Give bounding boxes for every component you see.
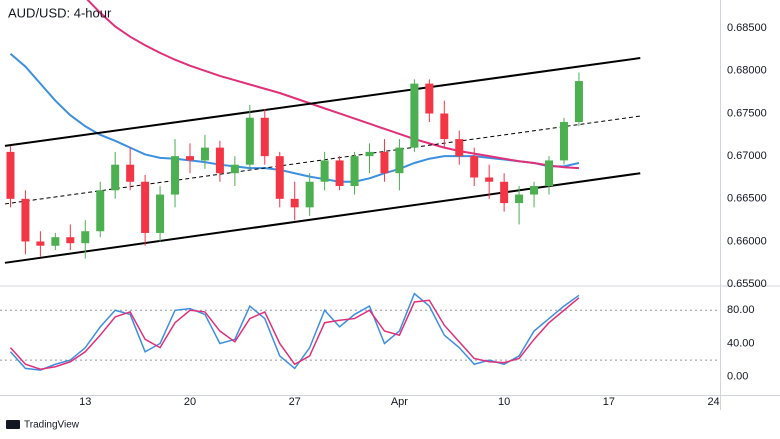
candle-body: [111, 164, 120, 191]
candle-body: [515, 194, 524, 204]
candle-body: [470, 156, 479, 178]
candle-body: [275, 156, 284, 199]
trendline: [4, 57, 641, 147]
candle-body: [215, 147, 224, 174]
candle-body: [126, 164, 135, 182]
candle-body: [305, 181, 314, 208]
candle-body: [559, 122, 568, 161]
candle-body: [574, 81, 583, 123]
candle-body: [530, 186, 539, 195]
axes: 0.68500 0.68000 0.67500 0.67000 0.66500 0.660…: [79, 22, 767, 408]
y-tick-label: 0.68000: [727, 65, 767, 77]
x-tick-label: Apr: [391, 396, 408, 408]
brand: TradingView: [24, 420, 80, 431]
candle-body: [350, 156, 359, 187]
candle-body: [81, 231, 90, 244]
x-tick-label: 17: [603, 396, 615, 408]
candle-body: [335, 160, 344, 187]
candle-body: [290, 198, 299, 208]
candle-body: [185, 156, 194, 161]
candle-body: [425, 83, 434, 114]
x-tick-label: 13: [79, 396, 91, 408]
price-panel: [4, 0, 641, 264]
x-tick-label: 24: [707, 396, 719, 408]
candle-body: [455, 139, 464, 157]
x-tick-label: 27: [289, 396, 301, 408]
y-tick-label: 40.00: [727, 337, 755, 349]
y-tick-label: 0.68500: [727, 22, 767, 34]
x-tick-label: 10: [498, 396, 510, 408]
chart-title: AUD/USD: 4-hour: [8, 5, 112, 20]
x-tick-label: 20: [184, 396, 196, 408]
candle-body: [66, 237, 75, 244]
y-tick-label: 0.66000: [727, 235, 767, 247]
stoch-line: [9, 292, 580, 371]
candle-body: [200, 147, 209, 161]
y-tick-label: 0.65500: [727, 278, 767, 290]
y-tick-label: 0.67500: [727, 107, 767, 119]
brand-logo: TradingView: [6, 420, 80, 431]
trendline: [4, 115, 641, 205]
candle-body: [6, 151, 15, 199]
y-tick-label: 0.00: [727, 371, 748, 383]
candle-body: [156, 194, 165, 233]
candle-body: [395, 147, 404, 174]
candle-body: [485, 177, 494, 182]
candle-body: [230, 164, 239, 174]
y-tick-label: 80.00: [727, 304, 755, 316]
y-tick-label: 0.67000: [727, 150, 767, 162]
candle-body: [320, 160, 329, 182]
candle-body: [500, 181, 509, 204]
candle-body: [440, 113, 449, 140]
stoch-line: [9, 297, 580, 371]
candle-body: [545, 160, 554, 187]
candle-body: [365, 151, 374, 157]
moving-average: [86, 0, 579, 170]
candle-body: [21, 198, 30, 242]
y-tick-label: 0.66500: [727, 193, 767, 205]
candle-body: [410, 83, 419, 148]
candle-body: [380, 151, 389, 174]
stoch-panel: [0, 292, 720, 371]
candle-body: [96, 190, 105, 232]
candle-body: [245, 117, 254, 165]
moving-average: [9, 52, 580, 183]
candle-body: [141, 181, 150, 233]
candle-body: [51, 237, 60, 246]
candle-body: [260, 117, 269, 157]
candle-body: [36, 241, 45, 246]
candle-body: [171, 156, 180, 195]
